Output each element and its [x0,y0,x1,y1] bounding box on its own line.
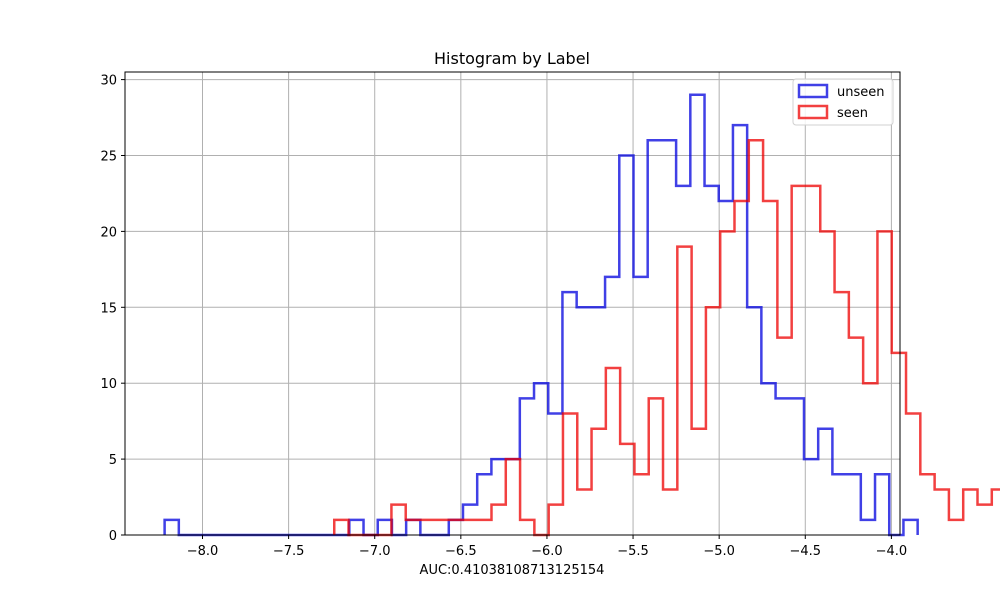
y-tick-label: 30 [100,74,117,89]
legend-label-seen: seen [837,106,868,121]
legend: unseen seen [792,78,894,126]
x-axis-label: AUC:0.41038108713125154 [420,563,605,578]
x-tick-label: −5.0 [703,544,735,559]
y-tick-label: 0 [109,529,117,544]
x-axis-ticks: −8.0 −7.5 −7.0 −6.5 −6.0 −5.5 −5.0 −4.5 −4.0 [187,535,907,559]
legend-box [792,78,894,126]
y-tick-label: 25 [100,149,117,164]
x-tick-label: −6.0 [531,544,563,559]
series-seen-outline [333,139,1000,537]
x-tick-label: −7.5 [273,544,305,559]
x-tick-label: −7.0 [359,544,391,559]
y-axis-ticks: 0 5 10 15 20 25 30 [100,74,125,544]
y-tick-label: 5 [109,453,117,468]
x-tick-label: −6.5 [445,544,477,559]
x-tick-label: −5.5 [617,544,649,559]
x-tick-label: −4.0 [876,544,908,559]
axes-frame [124,71,901,536]
legend-swatch-seen [797,104,829,120]
legend-label-unseen: unseen [837,85,885,100]
x-tick-label: −8.0 [187,544,219,559]
y-tick-label: 20 [100,225,117,240]
y-tick-label: 15 [100,301,117,316]
legend-swatch-unseen [797,83,829,99]
chart-title: Histogram by Label [434,49,590,68]
y-tick-label: 10 [100,377,117,392]
x-tick-label: −4.5 [789,544,821,559]
